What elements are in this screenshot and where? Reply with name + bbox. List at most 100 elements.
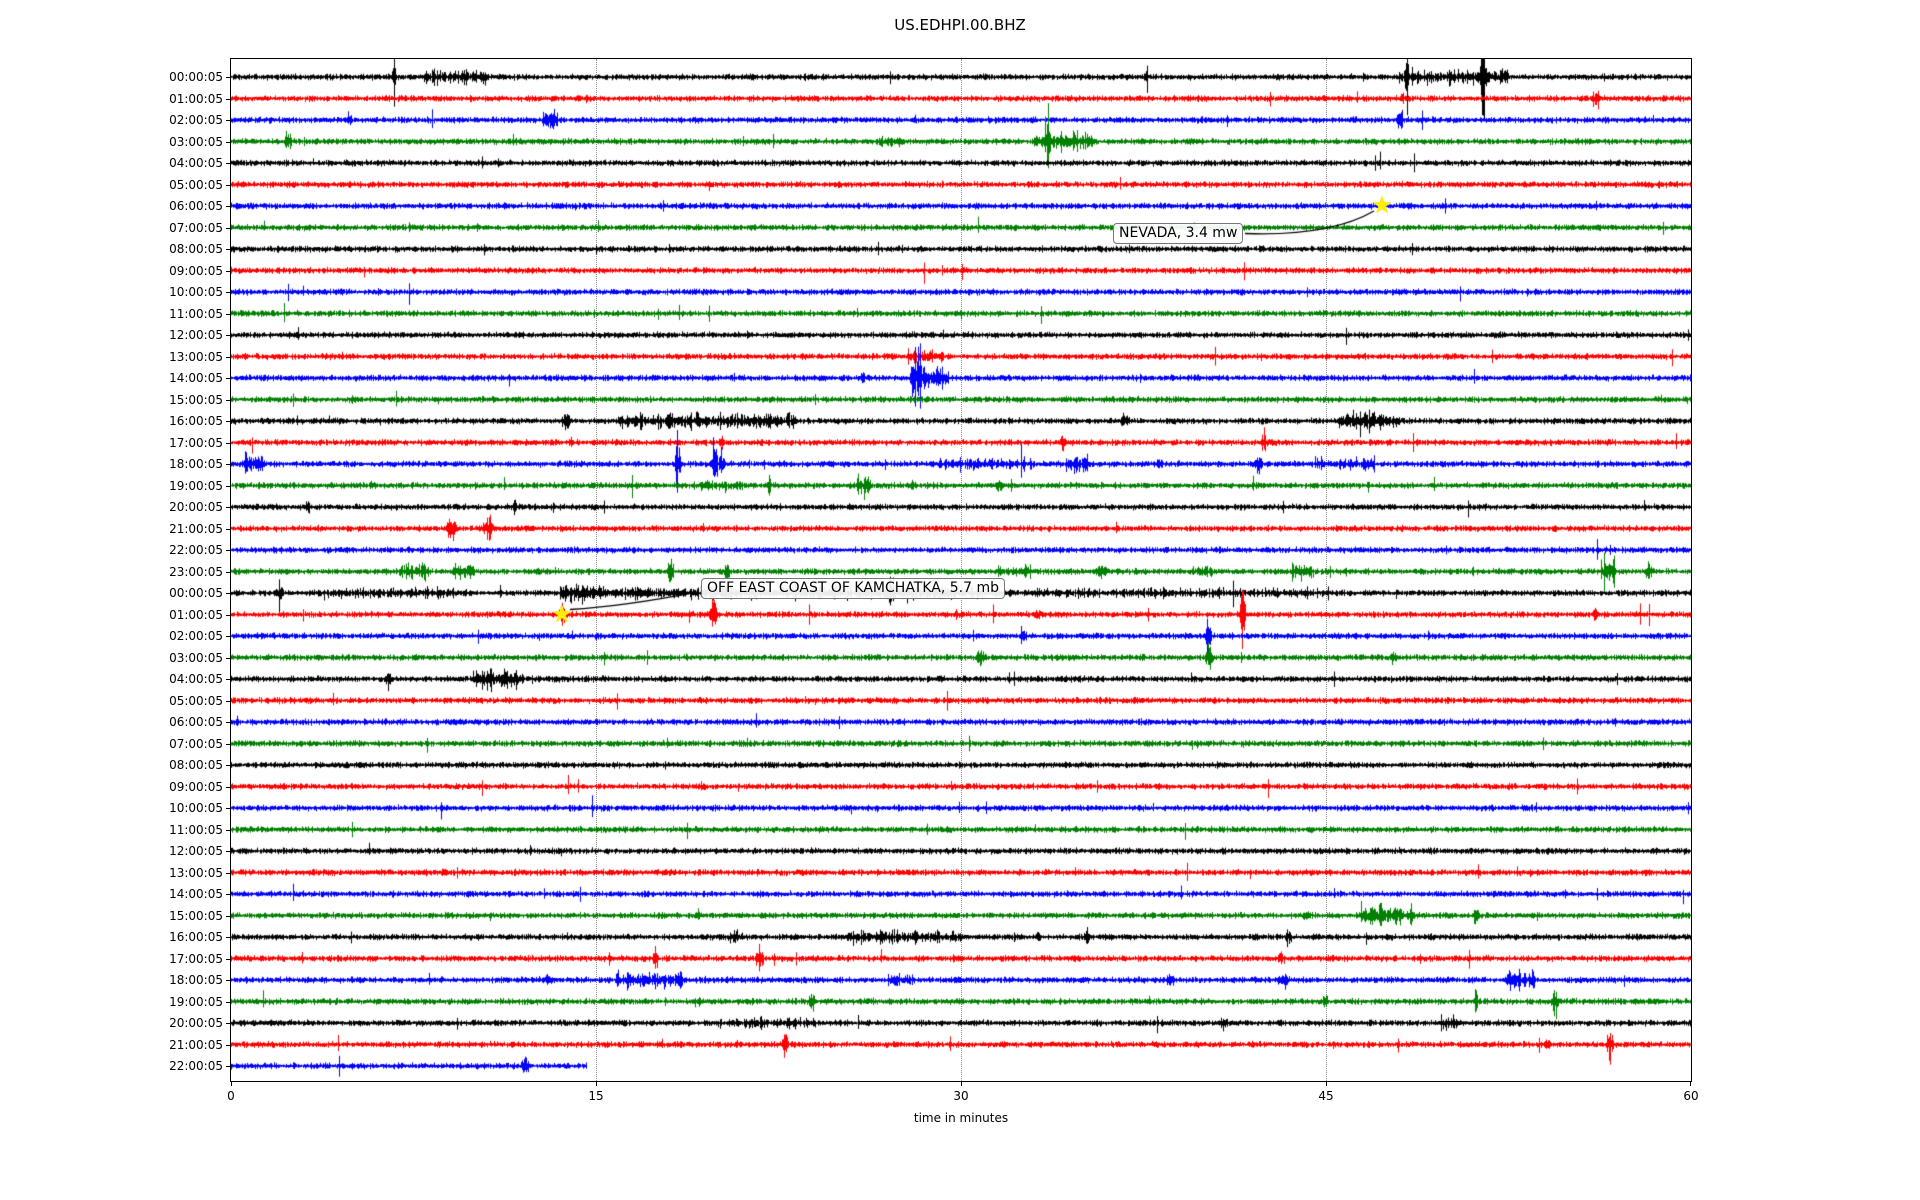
row-label: 21:00:05 — [169, 1037, 223, 1052]
row-label: 18:00:05 — [169, 973, 223, 987]
row-label: 22:00:05 — [169, 543, 223, 557]
row-label: 14:00:05 — [169, 887, 223, 901]
row-label: 15:00:05 — [169, 908, 223, 923]
row-label: 21:00:05 — [169, 521, 223, 536]
row-label: 11:00:05 — [169, 306, 223, 321]
row-tick — [226, 851, 231, 852]
annotation-kamchatka: OFF EAST COAST OF KAMCHATKA, 5.7 mb — [701, 578, 1006, 599]
row-tick — [226, 528, 231, 530]
row-label: 05:00:05 — [169, 177, 223, 192]
row-label: 13:00:05 — [169, 865, 223, 880]
row-tick — [226, 593, 231, 594]
row-tick — [226, 77, 231, 78]
row-tick — [226, 937, 231, 938]
row-tick — [226, 464, 231, 465]
annotation-nevada: NEVADA, 3.4 mw — [1113, 223, 1244, 244]
x-tick — [961, 1081, 962, 1086]
row-tick — [226, 98, 231, 100]
x-axis-title: time in minutes — [913, 1111, 1009, 1125]
row-label: 20:00:05 — [169, 1016, 223, 1030]
row-tick — [226, 958, 231, 960]
row-label: 19:00:05 — [169, 478, 223, 493]
row-tick — [226, 1066, 231, 1067]
annotation-kamchatka-label: OFF EAST COAST OF KAMCHATKA, 5.7 mb — [707, 580, 1000, 596]
row-tick — [226, 399, 231, 401]
row-label: 20:00:05 — [169, 500, 223, 514]
row-label: 04:00:05 — [169, 672, 223, 686]
row-label: 12:00:05 — [169, 328, 223, 342]
x-tick — [1326, 1081, 1327, 1086]
row-tick — [226, 442, 231, 444]
x-tick — [596, 1081, 597, 1086]
row-label: 11:00:05 — [169, 822, 223, 837]
row-label: 07:00:05 — [169, 736, 223, 751]
row-tick — [226, 636, 231, 637]
row-label: 06:00:05 — [169, 199, 223, 213]
row-tick — [226, 507, 231, 508]
row-label: 17:00:05 — [169, 951, 223, 966]
row-tick — [226, 270, 231, 272]
row-tick — [226, 550, 231, 551]
row-label: 02:00:05 — [169, 629, 223, 643]
row-label: 10:00:05 — [169, 285, 223, 299]
row-label: 08:00:05 — [169, 242, 223, 256]
row-tick — [226, 743, 231, 745]
row-tick — [226, 1023, 231, 1024]
row-label: 19:00:05 — [169, 994, 223, 1009]
row-label: 15:00:05 — [169, 392, 223, 407]
helicorder-canvas — [231, 59, 1691, 1081]
row-label: 01:00:05 — [169, 607, 223, 622]
row-tick — [226, 808, 231, 809]
row-tick — [226, 141, 231, 143]
row-label: 03:00:05 — [169, 134, 223, 149]
x-tick — [231, 1081, 232, 1086]
x-tick — [1690, 1081, 1691, 1086]
row-tick — [226, 894, 231, 895]
row-tick — [226, 421, 231, 422]
row-label: 02:00:05 — [169, 113, 223, 127]
row-tick — [226, 722, 231, 723]
row-tick — [226, 1001, 231, 1003]
row-label: 16:00:05 — [169, 930, 223, 944]
row-label: 00:00:05 — [169, 586, 223, 600]
event-star-kamchatka-icon: ★ — [551, 599, 573, 628]
row-label: 18:00:05 — [169, 457, 223, 471]
chart-title: US.EDHPI.00.BHZ — [894, 16, 1026, 34]
row-tick — [226, 292, 231, 293]
row-label: 16:00:05 — [169, 414, 223, 428]
row-tick — [226, 829, 231, 831]
row-tick — [226, 249, 231, 250]
row-tick — [226, 765, 231, 766]
row-label: 10:00:05 — [169, 801, 223, 815]
row-tick — [226, 915, 231, 917]
row-tick — [226, 184, 231, 186]
row-label: 08:00:05 — [169, 758, 223, 772]
row-tick — [226, 335, 231, 336]
row-label: 09:00:05 — [169, 263, 223, 278]
row-label: 14:00:05 — [169, 371, 223, 385]
row-tick — [226, 163, 231, 164]
row-tick — [226, 700, 231, 702]
row-label: 07:00:05 — [169, 220, 223, 235]
x-tick-label: 45 — [1318, 1089, 1334, 1103]
row-tick — [226, 378, 231, 379]
row-tick — [226, 120, 231, 121]
row-label: 17:00:05 — [169, 435, 223, 450]
row-label: 09:00:05 — [169, 779, 223, 794]
row-label: 23:00:05 — [169, 564, 223, 579]
row-tick — [226, 1044, 231, 1046]
row-label: 12:00:05 — [169, 844, 223, 858]
row-label: 01:00:05 — [169, 91, 223, 106]
annotation-nevada-label: NEVADA, 3.4 mw — [1119, 225, 1238, 241]
row-tick — [226, 356, 231, 358]
row-tick — [226, 980, 231, 981]
row-tick — [226, 786, 231, 788]
row-label: 04:00:05 — [169, 156, 223, 170]
row-tick — [226, 679, 231, 680]
row-label: 06:00:05 — [169, 715, 223, 729]
row-label: 03:00:05 — [169, 650, 223, 665]
x-tick-label: 15 — [588, 1089, 604, 1103]
row-tick — [226, 614, 231, 616]
row-tick — [226, 206, 231, 207]
